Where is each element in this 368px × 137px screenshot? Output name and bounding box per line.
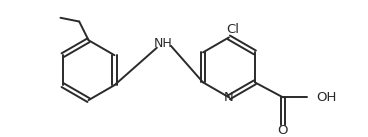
Text: OH: OH [316,91,337,104]
Text: Cl: Cl [226,23,239,36]
Text: N: N [224,91,234,104]
Text: O: O [278,125,288,137]
Text: NH: NH [154,38,173,50]
